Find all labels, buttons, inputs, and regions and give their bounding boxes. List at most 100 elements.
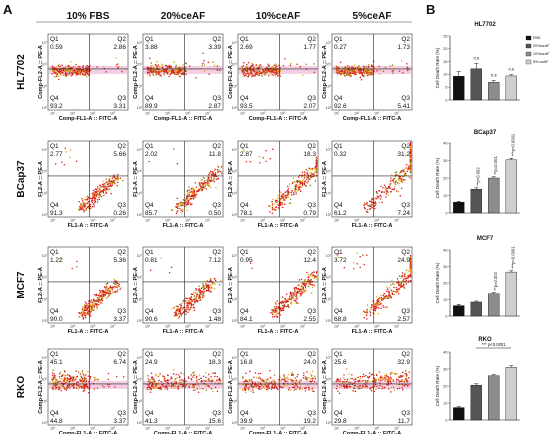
event-dot <box>105 192 107 194</box>
event-dot <box>349 71 351 74</box>
event-dot <box>366 382 369 384</box>
quadrant-value-q4: 29.8 <box>334 418 347 425</box>
event-dot <box>396 378 398 380</box>
event-dot <box>181 69 184 72</box>
legend-label: 10%ceAF <box>533 52 550 56</box>
row-header: RKO <box>16 376 27 398</box>
x-tick-label: 10¹ <box>145 325 151 329</box>
event-dot <box>96 186 99 188</box>
event-dot <box>306 178 308 181</box>
event-dot <box>387 186 390 189</box>
x-tick-label: 10⁷ <box>300 219 306 223</box>
event-dot <box>357 71 360 73</box>
x-tick-label: 10⁵ <box>374 219 380 223</box>
event-dot <box>398 288 401 291</box>
event-dot <box>363 204 365 206</box>
event-dot <box>336 72 339 75</box>
event-dot <box>109 183 111 185</box>
event-dot <box>212 61 214 63</box>
event-dot <box>309 380 311 383</box>
event-dot <box>192 189 194 191</box>
event-dot <box>285 196 288 199</box>
quadrant-name: Q2 <box>307 36 316 43</box>
event-dot <box>407 277 409 279</box>
event-dot <box>68 378 71 380</box>
quadrant-value-q4: 91.3 <box>50 210 63 217</box>
event-dot <box>309 184 312 187</box>
event-dot <box>196 293 198 296</box>
event-dot <box>251 267 253 269</box>
x-axis-label: FL1-A :: FITC-A <box>258 329 299 335</box>
event-dot <box>186 192 189 195</box>
event-dot <box>345 385 347 387</box>
y-tick-label: 10⁷ <box>137 148 143 152</box>
flow-plot: Q10.27Q21.73Q492.6Q35.4110¹10¹10³10³10⁵1… <box>322 33 413 122</box>
event-dot <box>70 378 72 380</box>
quadrant-value-q3: 11.7 <box>398 418 411 425</box>
event-dot <box>53 66 55 69</box>
quadrant-name: Q4 <box>50 202 59 209</box>
event-dot <box>271 316 274 318</box>
event-dot <box>81 382 84 384</box>
y-axis-label: FL2-A :: PE-A <box>133 267 139 303</box>
event-dot <box>114 290 117 293</box>
event-dot <box>80 206 83 209</box>
event-dot <box>68 70 70 72</box>
event-dot <box>280 195 282 198</box>
event-dot <box>91 303 94 305</box>
event-dot <box>193 307 196 309</box>
event-dot <box>180 315 183 317</box>
event-dot <box>367 205 370 207</box>
event-dot <box>378 201 381 204</box>
event-dot <box>150 372 153 374</box>
quadrant-name: Q3 <box>117 95 126 102</box>
event-dot <box>210 186 212 189</box>
event-dot <box>82 308 84 310</box>
event-dot <box>276 312 278 315</box>
event-dot <box>78 387 80 390</box>
event-dot <box>314 180 317 182</box>
event-dot <box>287 300 289 303</box>
event-dot <box>52 369 54 371</box>
event-dot <box>202 52 204 54</box>
event-dot <box>180 372 182 374</box>
x-tick-label: 10⁷ <box>110 219 116 223</box>
event-dot <box>207 378 210 380</box>
event-dot <box>286 193 289 195</box>
event-dot <box>96 387 99 390</box>
event-dot <box>66 377 68 379</box>
y-tick-label: 20 <box>443 47 447 51</box>
event-dot <box>85 302 88 305</box>
event-dot <box>307 278 310 281</box>
event-dot <box>384 186 387 188</box>
event-dot <box>111 287 113 289</box>
event-dot <box>287 304 289 306</box>
bar-y-axis-label: Cell Death Rate (%) <box>435 262 440 303</box>
event-dot <box>300 186 303 189</box>
event-dot <box>187 311 189 313</box>
event-dot <box>283 303 286 306</box>
event-dot <box>302 286 305 288</box>
event-dot <box>208 179 211 182</box>
quadrant-name: Q1 <box>240 249 249 256</box>
event-dot <box>341 382 344 384</box>
quadrant-name: Q3 <box>117 410 126 417</box>
x-tick-label: 10⁷ <box>394 112 400 116</box>
y-tick-label: 0 <box>445 98 447 102</box>
event-dot <box>182 208 184 211</box>
event-dot <box>396 387 399 390</box>
event-dot <box>271 386 273 389</box>
event-dot <box>280 191 282 194</box>
event-dot <box>392 188 395 191</box>
event-dot <box>81 205 83 207</box>
event-dot <box>242 384 244 386</box>
event-dot <box>70 74 72 77</box>
event-dot <box>87 303 89 306</box>
event-dot <box>64 388 66 391</box>
event-dot <box>98 303 100 306</box>
event-dot <box>171 307 173 310</box>
event-dot <box>96 300 98 302</box>
event-dot <box>58 78 60 81</box>
event-dot <box>313 284 316 287</box>
event-dot <box>352 261 355 264</box>
